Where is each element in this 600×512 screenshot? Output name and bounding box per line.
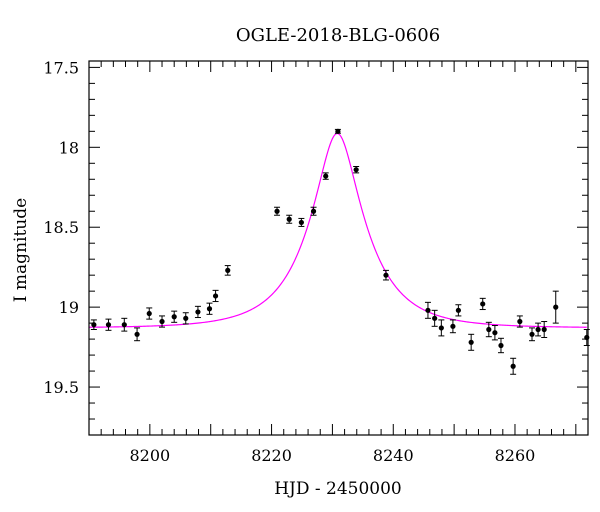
data-point <box>583 329 590 346</box>
data-point <box>424 301 431 319</box>
point-marker <box>105 322 112 328</box>
data-point <box>497 337 504 354</box>
point-marker <box>432 315 438 321</box>
data-point <box>286 214 293 224</box>
data-point <box>516 315 523 328</box>
data-point <box>224 265 231 276</box>
point-marker <box>529 331 535 337</box>
point-marker <box>212 293 219 299</box>
data-point <box>529 327 536 342</box>
point-marker <box>492 330 498 336</box>
point-marker <box>468 339 474 345</box>
data-point <box>468 333 475 351</box>
x-axis-label: HJD - 2450000 <box>274 479 402 499</box>
plot-area <box>88 128 590 375</box>
data-point <box>171 310 178 323</box>
data-point <box>212 289 219 303</box>
data-point <box>274 206 281 216</box>
point-marker <box>183 315 189 321</box>
point-marker <box>450 323 456 329</box>
point-marker <box>310 208 317 214</box>
point-marker <box>553 304 559 310</box>
data-point <box>438 319 445 337</box>
data-point <box>491 325 498 341</box>
point-marker <box>486 326 492 333</box>
point-marker <box>517 318 523 325</box>
point-marker <box>438 325 444 331</box>
data-point <box>455 304 462 317</box>
plot-frame <box>88 60 589 436</box>
point-marker <box>353 167 359 173</box>
point-marker <box>298 219 304 226</box>
point-marker <box>541 326 547 333</box>
point-marker <box>535 326 541 333</box>
model-curve <box>88 132 587 328</box>
point-marker <box>480 301 486 307</box>
point-marker <box>335 128 341 134</box>
point-marker <box>206 306 213 312</box>
data-point <box>353 165 360 174</box>
data-point <box>90 319 97 331</box>
x-tick-label: 8240 <box>373 446 414 465</box>
point-marker <box>383 272 389 278</box>
data-point <box>485 321 492 338</box>
axis-tick-labels: 8200 8220 8240 8260 17.5 18 18.5 19 19.5 <box>43 58 535 465</box>
data-point <box>182 312 189 325</box>
data-point <box>322 172 329 180</box>
x-tick-label: 8260 <box>495 446 536 465</box>
point-marker <box>498 342 504 349</box>
chart-title: OGLE-2018-BLG-0606 <box>236 25 440 46</box>
point-marker <box>584 334 590 341</box>
data-points <box>90 128 590 375</box>
data-point <box>541 321 548 339</box>
data-point <box>552 290 559 324</box>
data-point <box>535 322 542 337</box>
data-point <box>146 307 153 320</box>
data-point <box>298 217 305 227</box>
y-tick-label: 18 <box>59 138 79 157</box>
data-point <box>159 315 166 328</box>
point-marker <box>146 310 152 317</box>
data-point <box>105 318 112 331</box>
point-marker <box>171 314 177 320</box>
y-tick-label: 17.5 <box>43 58 79 77</box>
point-marker <box>159 318 165 325</box>
data-point <box>479 297 486 311</box>
point-marker <box>195 309 201 315</box>
point-marker <box>134 331 140 337</box>
data-point <box>310 206 317 216</box>
x-tick-label: 8200 <box>129 446 170 465</box>
data-point <box>194 305 201 319</box>
y-axis-label: I magnitude <box>11 198 31 302</box>
point-marker <box>225 267 231 273</box>
point-marker <box>323 173 329 179</box>
point-marker <box>121 322 127 328</box>
data-point <box>206 302 213 315</box>
point-marker <box>274 208 280 214</box>
y-tick-label: 19.5 <box>43 378 79 397</box>
data-point <box>510 357 517 375</box>
y-tick-label: 19 <box>59 298 79 317</box>
axis-ticks <box>88 61 589 436</box>
point-marker <box>425 307 431 313</box>
y-tick-label: 18.5 <box>43 218 79 237</box>
data-point <box>121 317 128 332</box>
x-tick-label: 8220 <box>251 446 292 465</box>
data-point <box>449 319 456 334</box>
data-point <box>431 309 438 327</box>
point-marker <box>510 363 516 369</box>
data-point <box>382 269 389 281</box>
data-point <box>334 128 341 134</box>
point-marker <box>91 322 97 328</box>
data-point <box>134 327 141 342</box>
point-marker <box>286 216 292 222</box>
point-marker <box>455 307 461 313</box>
